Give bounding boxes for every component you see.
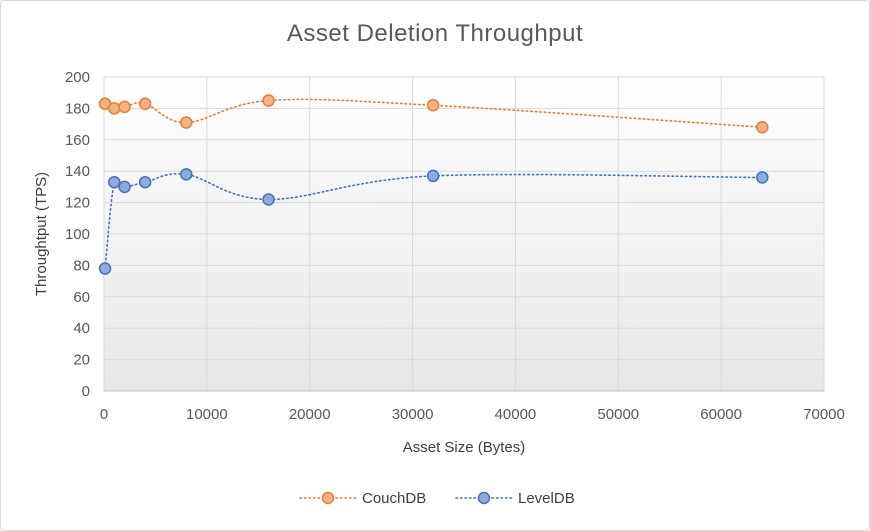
data-point — [138, 97, 152, 110]
series-layer — [98, 94, 769, 275]
x-tick-label: 50000 — [597, 406, 639, 423]
y-tick-label: 80 — [73, 257, 90, 274]
data-point — [180, 116, 193, 129]
legend-label: LevelDB — [518, 490, 575, 507]
legend-item-couchdb: CouchDB — [299, 490, 426, 507]
y-axis-ticks: 0 20 40 60 80 100 120 140 160 180 200 — [65, 69, 90, 400]
data-point — [756, 120, 769, 134]
y-tick-label: 60 — [73, 289, 90, 306]
y-tick-label: 200 — [65, 69, 90, 86]
data-point — [262, 94, 275, 107]
x-tick-label: 0 — [100, 406, 108, 423]
data-point — [118, 180, 131, 194]
x-tick-label: 60000 — [700, 406, 742, 423]
series-leveldb — [98, 168, 769, 275]
data-point — [98, 262, 112, 275]
y-axis-title: Throughtput (TPS) — [33, 172, 50, 296]
series-couchdb — [98, 94, 769, 134]
data-point — [426, 169, 440, 183]
y-tick-label: 100 — [65, 226, 90, 243]
legend-item-leveldb: LevelDB — [455, 490, 575, 507]
legend-label: CouchDB — [362, 490, 426, 507]
legend-marker — [321, 491, 335, 505]
series-line — [104, 172, 764, 270]
data-point — [108, 175, 121, 189]
data-point — [426, 99, 440, 112]
legend-marker — [477, 491, 491, 505]
gridlines — [103, 76, 825, 392]
data-point — [138, 175, 152, 189]
chart-title: Asset Deletion Throughput — [286, 20, 584, 47]
data-point — [108, 102, 121, 115]
x-tick-label: 70000 — [803, 406, 845, 423]
x-tick-label: 40000 — [495, 406, 537, 423]
data-point — [118, 100, 131, 114]
data-point — [756, 171, 769, 184]
x-axis-title: Asset Size (Bytes) — [403, 439, 526, 456]
y-tick-label: 120 — [65, 195, 90, 212]
y-tick-label: 0 — [82, 383, 90, 400]
x-tick-label: 10000 — [186, 406, 228, 423]
y-tick-label: 140 — [65, 163, 90, 180]
y-tick-label: 20 — [73, 352, 90, 369]
x-tick-label: 20000 — [289, 406, 331, 423]
legend: CouchDB LevelDB — [299, 490, 575, 507]
y-tick-label: 40 — [73, 320, 90, 337]
data-point — [262, 193, 275, 206]
x-tick-label: 30000 — [392, 406, 434, 423]
data-point — [180, 168, 193, 181]
x-axis-ticks: 0 10000 20000 30000 40000 50000 60000 70000 — [100, 406, 845, 423]
y-tick-label: 180 — [65, 100, 90, 117]
y-tick-label: 160 — [65, 132, 90, 149]
